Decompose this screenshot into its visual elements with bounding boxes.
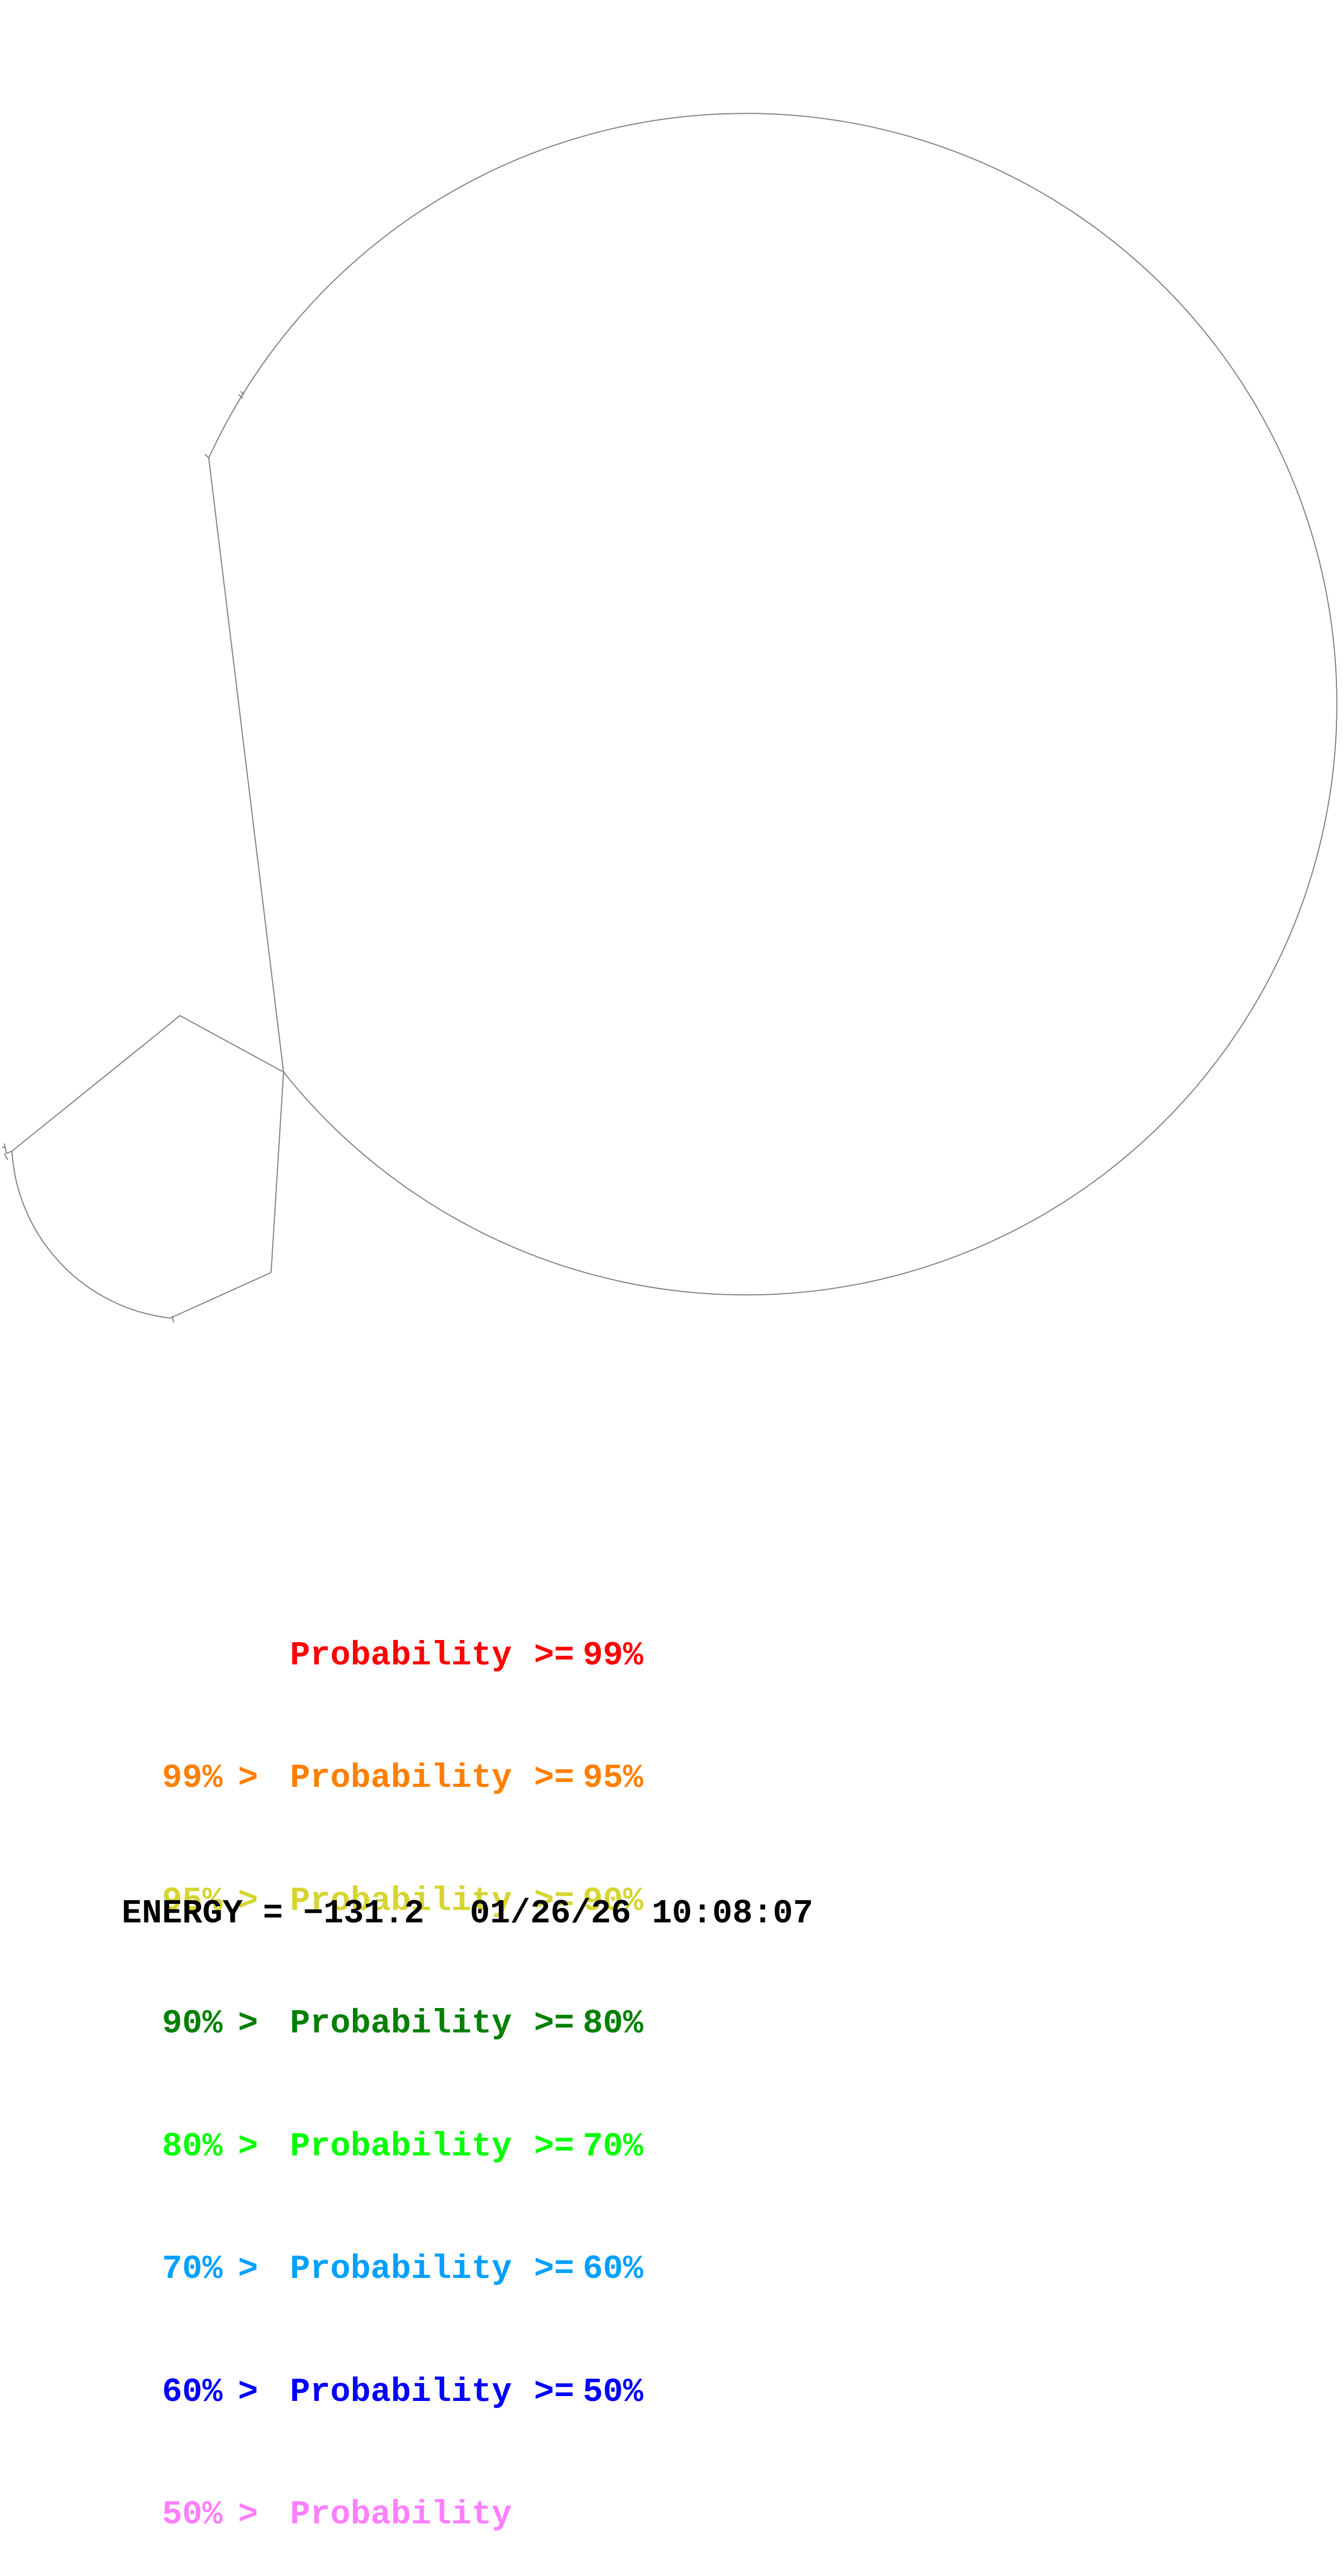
legend-word: Probability bbox=[290, 1636, 512, 1675]
helix-stub-left bbox=[2, 1143, 12, 1160]
legend-gt: > bbox=[237, 2004, 259, 2043]
large-loop-backbone bbox=[208, 113, 1337, 1296]
legend-gt: > bbox=[237, 2372, 259, 2411]
legend-gt: > bbox=[237, 1759, 259, 1797]
backbone-segment-bottom bbox=[170, 1272, 272, 1319]
legend-low: 80% bbox=[162, 2127, 223, 2166]
energy-value: −131.2 bbox=[303, 1894, 425, 1933]
backbone-segment-long bbox=[208, 457, 284, 1073]
legend-ge: >= bbox=[533, 1759, 575, 1797]
footer-date: 01/26/26 bbox=[470, 1894, 632, 1933]
legend-low: 60% bbox=[162, 2372, 223, 2411]
legend-ge: >= bbox=[533, 2250, 575, 2288]
legend-high: 99% bbox=[582, 1636, 644, 1675]
legend-low: 99% bbox=[162, 1759, 223, 1797]
legend-word: Probability bbox=[290, 2004, 512, 2043]
legend-high: 60% bbox=[582, 2250, 644, 2288]
energy-label: ENERGY = bbox=[121, 1894, 304, 1933]
legend-word: Probability bbox=[290, 2250, 512, 2288]
legend-gt: > bbox=[237, 2495, 259, 2534]
rna-secondary-structure-diagram bbox=[2, 113, 1337, 1323]
legend-low: 70% bbox=[162, 2250, 223, 2288]
legend-word: Probability bbox=[290, 1759, 512, 1797]
legend-row-8: 50% > Probability bbox=[81, 2454, 643, 2534]
backbone-segment-left-upper bbox=[11, 1015, 284, 1152]
footer-time: 10:08:07 bbox=[652, 1894, 813, 1933]
legend-low: 50% bbox=[162, 2495, 223, 2534]
legend-row-5: 80% > Probability >= 70% bbox=[81, 2085, 644, 2166]
legend-ge: >= bbox=[533, 2004, 575, 2043]
legend-ge: >= bbox=[533, 1636, 575, 1675]
legend-ge: >= bbox=[533, 2372, 575, 2411]
legend-row-1: Probability >= 99% bbox=[81, 1594, 644, 1675]
legend-word: Probability bbox=[290, 2495, 512, 2534]
energy-footer: ENERGY = −131.2 01/26/26 10:08:07 bbox=[81, 1852, 813, 1934]
small-loop-backbone bbox=[11, 1151, 171, 1319]
legend-row-6: 70% > Probability >= 60% bbox=[81, 2208, 644, 2288]
legend-ge: >= bbox=[533, 2127, 575, 2166]
legend-row-7: 60% > Probability >= 50% bbox=[81, 2330, 644, 2411]
legend-word: Probability bbox=[290, 2127, 512, 2166]
helix-stub-upper-1 bbox=[204, 391, 245, 459]
legend-row-4: 90% > Probability >= 80% bbox=[81, 1962, 644, 2043]
legend-low: 90% bbox=[162, 2004, 223, 2043]
legend-row-2: 99% > Probability >= 95% bbox=[81, 1717, 644, 1797]
helix-stub-bottom bbox=[172, 1315, 174, 1323]
legend-high: 70% bbox=[582, 2127, 644, 2166]
probability-legend: Probability >= 99% 99% > Probability >= 95% 95… bbox=[81, 1512, 644, 2535]
legend-gt: > bbox=[237, 2250, 259, 2288]
legend-gt: > bbox=[237, 2127, 259, 2166]
legend-word: Probability bbox=[290, 2372, 512, 2411]
legend-high: 50% bbox=[582, 2372, 644, 2411]
backbone-segment-lower bbox=[271, 1071, 284, 1273]
legend-high: 80% bbox=[582, 2004, 644, 2043]
legend-high: 95% bbox=[582, 1759, 644, 1797]
